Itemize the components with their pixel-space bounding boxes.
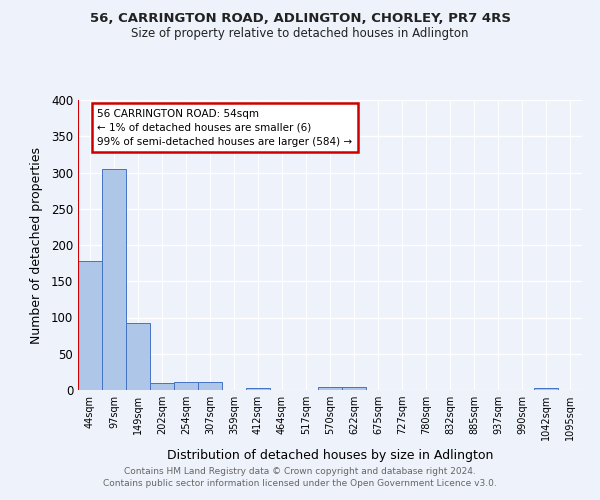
Y-axis label: Number of detached properties: Number of detached properties xyxy=(29,146,43,344)
Bar xyxy=(150,384,174,390)
Bar xyxy=(78,261,102,390)
Bar xyxy=(318,387,342,390)
X-axis label: Distribution of detached houses by size in Adlington: Distribution of detached houses by size … xyxy=(167,448,493,462)
Bar xyxy=(246,388,270,390)
Text: 56, CARRINGTON ROAD, ADLINGTON, CHORLEY, PR7 4RS: 56, CARRINGTON ROAD, ADLINGTON, CHORLEY,… xyxy=(89,12,511,26)
Bar xyxy=(534,388,558,390)
Bar xyxy=(126,322,150,390)
Bar xyxy=(102,169,126,390)
Bar xyxy=(342,387,366,390)
Bar xyxy=(174,382,198,390)
Text: 56 CARRINGTON ROAD: 54sqm
← 1% of detached houses are smaller (6)
99% of semi-de: 56 CARRINGTON ROAD: 54sqm ← 1% of detach… xyxy=(97,108,352,146)
Bar xyxy=(198,382,222,390)
Text: Size of property relative to detached houses in Adlington: Size of property relative to detached ho… xyxy=(131,28,469,40)
Text: Contains HM Land Registry data © Crown copyright and database right 2024.
Contai: Contains HM Land Registry data © Crown c… xyxy=(103,466,497,487)
